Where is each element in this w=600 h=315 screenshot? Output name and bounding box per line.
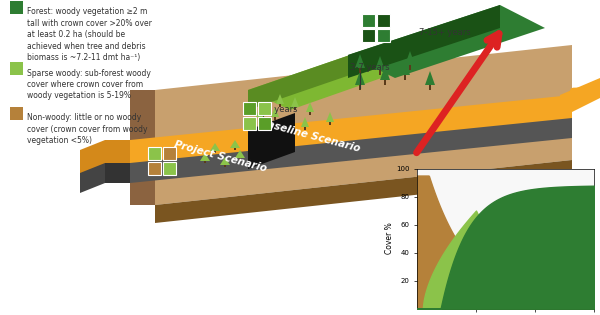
Bar [377,29,390,42]
Text: Forest: woody vegetation ≥2 m
tall with crown cover >20% over
at least 0.2 ha (s: Forest: woody vegetation ≥2 m tall with … [27,8,152,62]
Bar [309,112,311,115]
Bar [163,162,176,175]
Polygon shape [355,71,365,85]
Bar [329,122,331,125]
Bar [243,102,256,115]
Polygon shape [80,162,105,193]
Bar [148,147,161,160]
Polygon shape [105,162,130,183]
Bar [379,70,381,75]
Polygon shape [355,54,365,68]
Bar [10,62,23,75]
Y-axis label: Cover %: Cover % [385,223,394,255]
Polygon shape [560,78,600,118]
Bar [359,85,361,90]
Polygon shape [130,117,572,183]
Polygon shape [271,107,279,117]
Bar [224,165,226,167]
Bar [384,80,386,85]
Bar [274,117,276,120]
Bar [148,162,161,175]
Text: 1-3 years: 1-3 years [258,105,298,114]
Text: Baseline Scenario: Baseline Scenario [259,117,361,154]
Polygon shape [375,56,385,70]
Text: Sparse woody: sub-forest woody
cover where crown cover from
woody vegetation is : Sparse woody: sub-forest woody cover whe… [27,68,151,100]
Bar [204,161,206,163]
Polygon shape [256,107,264,117]
Bar [163,147,176,160]
Polygon shape [291,97,299,107]
Polygon shape [380,66,390,80]
Polygon shape [425,71,435,85]
Bar [362,14,375,27]
Bar [10,1,23,14]
Polygon shape [155,160,572,223]
Bar [409,65,411,70]
Bar [362,29,375,42]
Bar [377,14,390,27]
Text: 7-15+ years: 7-15+ years [419,28,471,37]
Text: Project Scenario: Project Scenario [173,140,268,174]
Polygon shape [248,55,350,110]
Polygon shape [326,112,334,122]
Polygon shape [248,55,390,110]
Polygon shape [210,143,220,151]
Polygon shape [306,102,314,112]
Polygon shape [348,5,500,78]
Polygon shape [220,157,230,165]
Polygon shape [80,140,105,173]
Bar [404,75,406,80]
Polygon shape [235,150,245,158]
Polygon shape [400,61,410,75]
Bar [234,148,236,150]
Bar [258,117,271,130]
Text: Non-woody: little or no woody
cover (crown cover from woody
vegetation <5%): Non-woody: little or no woody cover (cro… [27,113,148,146]
Polygon shape [276,94,284,104]
Text: 3-7 years: 3-7 years [350,63,390,72]
Polygon shape [230,140,240,148]
Bar [10,107,23,120]
Bar [258,102,271,115]
Polygon shape [130,90,155,205]
Polygon shape [348,5,545,78]
Bar [429,85,431,90]
Polygon shape [130,95,572,163]
Bar [259,117,261,120]
Bar [214,151,216,153]
Polygon shape [248,113,295,169]
Polygon shape [200,153,210,161]
Polygon shape [105,140,130,163]
Polygon shape [301,117,309,127]
Bar [294,107,296,110]
Polygon shape [155,45,572,205]
Polygon shape [405,51,415,65]
Bar [279,104,281,107]
Bar [359,68,361,73]
Bar [304,127,306,130]
Bar [243,117,256,130]
Bar [239,158,241,160]
